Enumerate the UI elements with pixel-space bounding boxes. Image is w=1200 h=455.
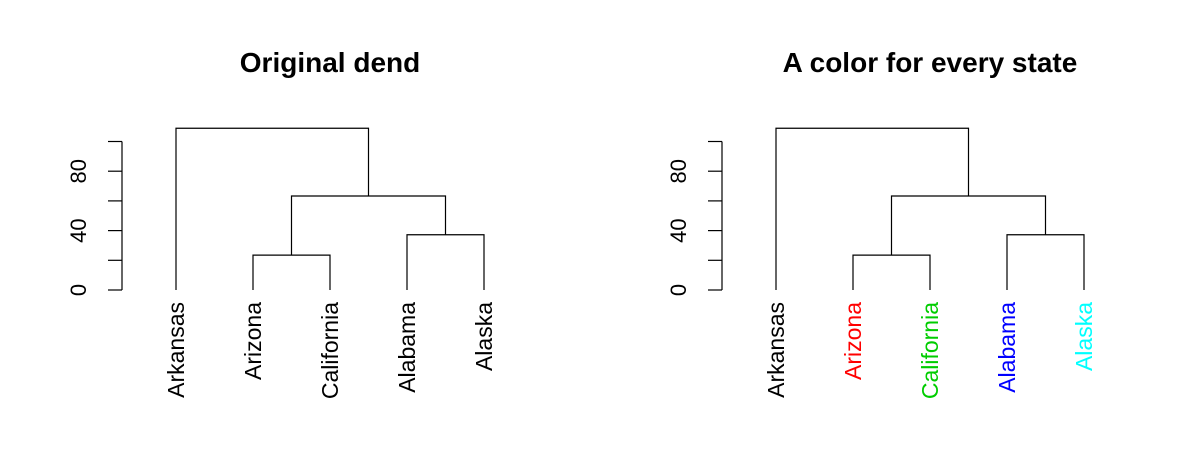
leaf-label: Alaska	[471, 302, 497, 371]
y-tick-label: 80	[66, 159, 91, 183]
leaf-label: Arkansas	[763, 302, 789, 398]
panel-original-dend: Original dend 0 40 80 Arkansas Arizona Califo…	[66, 47, 497, 399]
dendrogram-branch	[852, 254, 931, 290]
leaf-label: Arkansas	[163, 302, 189, 398]
leaf-label: California	[317, 302, 343, 399]
leaf-label: Alabama	[994, 302, 1020, 393]
dendrogram-branch	[252, 254, 331, 290]
dendrogram-branch	[890, 195, 1047, 256]
chart-title: A color for every state	[783, 47, 1078, 78]
leaf-label: Arizona	[840, 302, 866, 380]
y-tick-label: 40	[666, 218, 691, 242]
y-tick-label: 40	[66, 218, 91, 242]
chart-title: Original dend	[240, 47, 420, 78]
leaf-label: California	[917, 302, 943, 399]
panel-color-every-state: A color for every state 0 40 80 Arkansas Ari…	[666, 47, 1097, 399]
y-tick-label: 0	[66, 284, 91, 296]
dendrogram-branch	[290, 195, 447, 256]
dendrogram-branch	[175, 127, 370, 290]
leaf-label: Alabama	[394, 302, 420, 393]
leaf-label: Arizona	[240, 302, 266, 380]
leaf-label: Alaska	[1071, 302, 1097, 371]
dendrogram-branch	[406, 234, 485, 290]
dendrogram-branch	[1006, 234, 1085, 290]
dendrogram-branch	[775, 127, 970, 290]
y-tick-label: 80	[666, 159, 691, 183]
y-tick-label: 0	[666, 284, 691, 296]
